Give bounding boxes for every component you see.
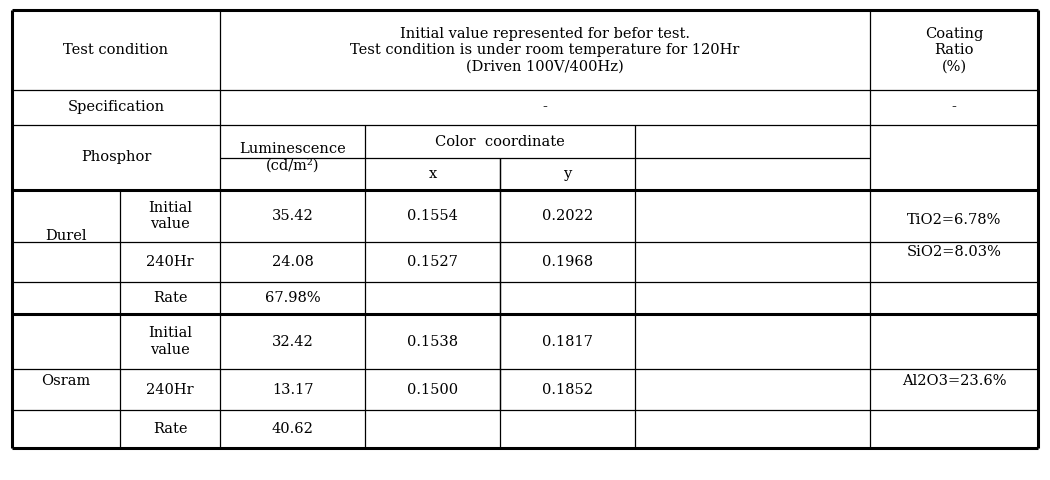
Text: Rate: Rate [152,422,187,436]
Text: Luminescence
(cd/m²): Luminescence (cd/m²) [239,142,345,173]
Text: 0.1538: 0.1538 [407,335,458,348]
Text: 24.08: 24.08 [272,255,314,269]
Text: 0.1527: 0.1527 [407,255,458,269]
Text: Test condition: Test condition [63,43,169,57]
Text: 67.98%: 67.98% [265,291,320,305]
Text: Color  coordinate: Color coordinate [435,134,565,148]
Text: 240Hr: 240Hr [146,383,194,396]
Text: Initial
value: Initial value [148,201,192,231]
Text: 40.62: 40.62 [272,422,314,436]
Text: Phosphor: Phosphor [81,151,151,165]
Text: 0.1554: 0.1554 [407,209,458,223]
Text: Initial
value: Initial value [148,326,192,357]
Text: TiO2=6.78%

SiO2=8.03%: TiO2=6.78% SiO2=8.03% [906,213,1002,259]
Text: 0.1817: 0.1817 [542,335,593,348]
Text: Coating
Ratio
(%): Coating Ratio (%) [925,27,983,73]
Text: 0.2022: 0.2022 [542,209,593,223]
Text: 32.42: 32.42 [272,335,313,348]
Text: y: y [564,167,571,181]
Text: Initial value represented for befor test.
Test condition is under room temperatu: Initial value represented for befor test… [351,27,739,73]
Text: 0.1852: 0.1852 [542,383,593,396]
Text: Osram: Osram [41,374,90,388]
Text: 240Hr: 240Hr [146,255,194,269]
Text: -: - [951,100,957,115]
Text: Rate: Rate [152,291,187,305]
Text: 0.1968: 0.1968 [542,255,593,269]
Text: 13.17: 13.17 [272,383,313,396]
Text: 0.1500: 0.1500 [407,383,458,396]
Text: Durel: Durel [45,229,87,243]
Text: Al2O3=23.6%: Al2O3=23.6% [902,374,1006,388]
Text: 35.42: 35.42 [272,209,313,223]
Text: x: x [428,167,437,181]
Text: Specification: Specification [67,100,165,115]
Text: -: - [543,100,547,115]
